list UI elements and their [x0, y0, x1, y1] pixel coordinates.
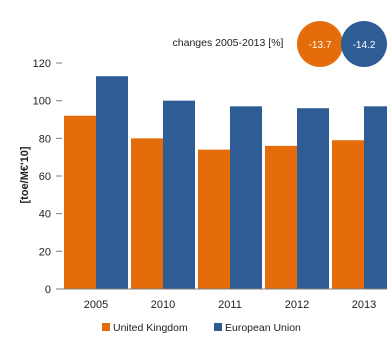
- change-badges: -13.7 -14.2: [297, 21, 387, 67]
- x-tick-label: 2011: [218, 299, 242, 311]
- x-tick-label: 2010: [151, 299, 175, 311]
- change-badge-value: -13.7: [309, 40, 332, 51]
- y-tick-label: 20: [39, 246, 51, 258]
- y-tick-label: 60: [39, 171, 51, 183]
- bar-united-kingdom-2011: [198, 149, 230, 289]
- legend-swatch: [214, 323, 222, 331]
- x-tick-label: 2005: [84, 299, 108, 311]
- bar-united-kingdom-2012: [265, 145, 297, 289]
- x-tick-label: 2012: [285, 299, 309, 311]
- legend-swatch: [102, 323, 110, 331]
- y-tick-label: 120: [33, 58, 51, 70]
- bar-united-kingdom-2013: [332, 140, 364, 289]
- x-axis-ticks: 2005 2010 2011 2012 2013: [84, 299, 376, 311]
- bar-european-union-2011: [230, 106, 262, 289]
- bar-european-union-2013: [364, 106, 387, 289]
- y-tick-label: 80: [39, 133, 51, 145]
- legend-label: United Kingdom: [113, 322, 188, 334]
- legend: United Kingdom European Union: [102, 322, 301, 334]
- change-badge-circle: [297, 21, 343, 67]
- y-tick-label: 40: [39, 209, 51, 221]
- y-axis-label: [toe/M€'10]: [19, 146, 31, 203]
- change-badge-circle: [341, 21, 387, 67]
- y-tick-label: 0: [45, 284, 51, 296]
- bar-european-union-2010: [163, 100, 195, 290]
- x-tick-label: 2013: [352, 299, 376, 311]
- y-tick-label: 100: [33, 96, 51, 108]
- bar-united-kingdom-2010: [131, 138, 163, 289]
- chart-title: changes 2005-2013 [%]: [173, 37, 284, 49]
- legend-label: European Union: [225, 322, 301, 334]
- y-axis-ticks: 0 20 40 60 80 100 120: [33, 58, 62, 296]
- bar-european-union-2005: [96, 76, 128, 289]
- bar-united-kingdom-2005: [64, 115, 96, 289]
- change-badge-value: -14.2: [353, 40, 376, 51]
- bars: [64, 76, 387, 290]
- bar-european-union-2012: [297, 108, 329, 289]
